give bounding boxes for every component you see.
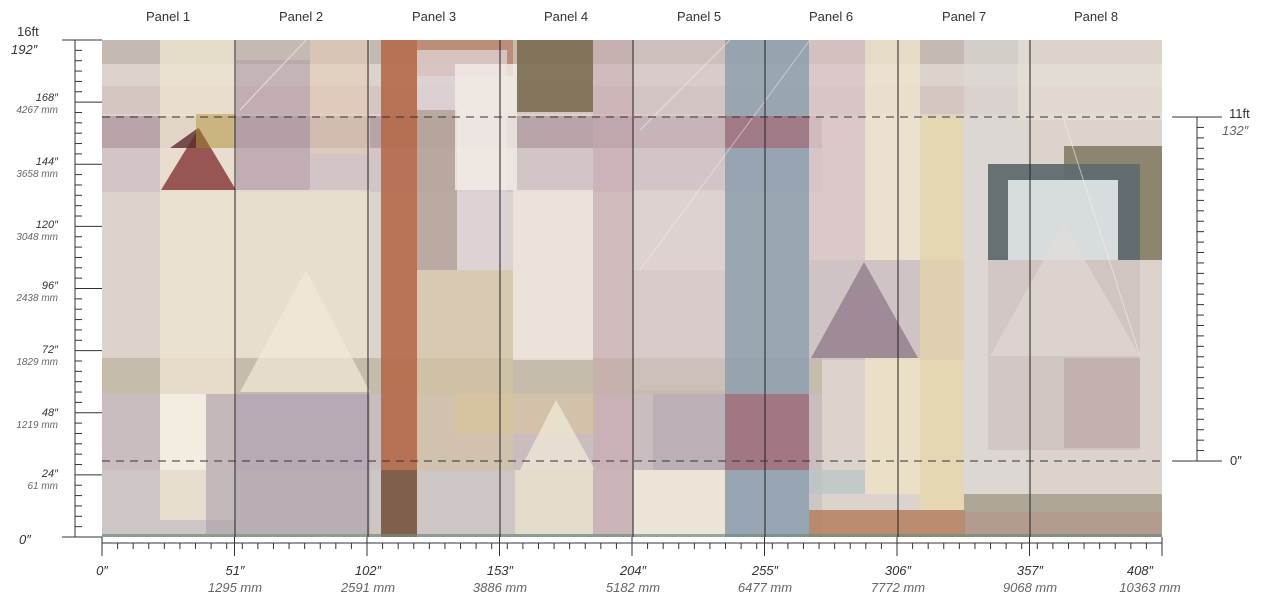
bottom-in-label: 408″ [1127, 563, 1154, 578]
left-top-in-label: 192″ [11, 42, 38, 57]
panel-label: Panel 2 [279, 9, 323, 24]
bottom-in-label: 255″ [751, 563, 779, 578]
bottom-mm-label: 3886 mm [473, 580, 527, 595]
panel-label: Panel 8 [1074, 9, 1118, 24]
left-in-label: 96″ [42, 280, 59, 292]
panel-label: Panel 6 [809, 9, 853, 24]
panel-label: Panel 4 [544, 9, 588, 24]
bottom-in-label: 51″ [225, 563, 244, 578]
left-in-label: 120″ [36, 219, 59, 231]
mural-artwork [102, 40, 1162, 537]
right-top-ft-label: 11ft [1229, 106, 1250, 121]
left-mm-label: 4267 mm [16, 105, 58, 116]
bottom-mm-label: 2591 mm [340, 580, 395, 595]
wall-height-markers [102, 116, 1162, 462]
bottom-mm-label: 9068 mm [1003, 580, 1057, 595]
left-height-axis [62, 39, 102, 538]
left-mm-label: 3048 mm [16, 232, 58, 243]
right-height-axis [1172, 116, 1222, 462]
right-axis-labels: 11ft 132″ 0″ [1222, 106, 1250, 468]
panel-headers: Panel 1 Panel 2 Panel 3 Panel 4 Panel 5 … [146, 9, 1118, 24]
left-mm-label: 3658 mm [16, 169, 58, 180]
left-top-ft-label: 16ft [17, 24, 39, 39]
panel-label: Panel 3 [412, 9, 456, 24]
bottom-mm-label: 7772 mm [871, 580, 925, 595]
bottom-axis-labels: 0″ 51″ 102″ 153″ 204″ 255″ 306″ 357″ 408… [96, 563, 1181, 595]
left-in-label: 144″ [36, 156, 59, 168]
panel-seams [234, 40, 1031, 537]
panel-label: Panel 7 [942, 9, 986, 24]
left-in-label: 72″ [42, 344, 59, 356]
bottom-in-label: 0″ [96, 563, 108, 578]
bottom-mm-label: 6477 mm [738, 580, 792, 595]
left-in-label: 48″ [42, 407, 59, 419]
left-axis-labels: 16ft 192″ 168″ 4267 mm 144″ 3658 mm 120″… [11, 24, 59, 547]
bottom-in-label: 306″ [885, 563, 912, 578]
left-in-label: 24″ [41, 468, 59, 480]
left-in-label: 168″ [36, 92, 59, 104]
left-mm-label: 1829 mm [16, 357, 58, 368]
bottom-mm-label: 10363 mm [1119, 580, 1181, 595]
bottom-in-label: 357″ [1017, 563, 1044, 578]
left-mm-label: 1219 mm [16, 420, 58, 431]
right-zero-label: 0″ [1230, 453, 1242, 468]
bottom-in-label: 153″ [487, 563, 514, 578]
panel-label: Panel 5 [677, 9, 721, 24]
panel-label: Panel 1 [146, 9, 190, 24]
bottom-in-label: 102″ [355, 563, 382, 578]
bottom-mm-label: 1295 mm [208, 580, 262, 595]
right-top-in-label: 132″ [1222, 123, 1249, 138]
left-mm-label: 61 mm [27, 481, 58, 492]
bottom-mm-label: 5182 mm [606, 580, 660, 595]
bottom-in-label: 204″ [619, 563, 647, 578]
bottom-width-axis [101, 537, 1163, 556]
left-mm-label: 2438 mm [15, 293, 58, 304]
left-zero-label: 0″ [19, 532, 31, 547]
